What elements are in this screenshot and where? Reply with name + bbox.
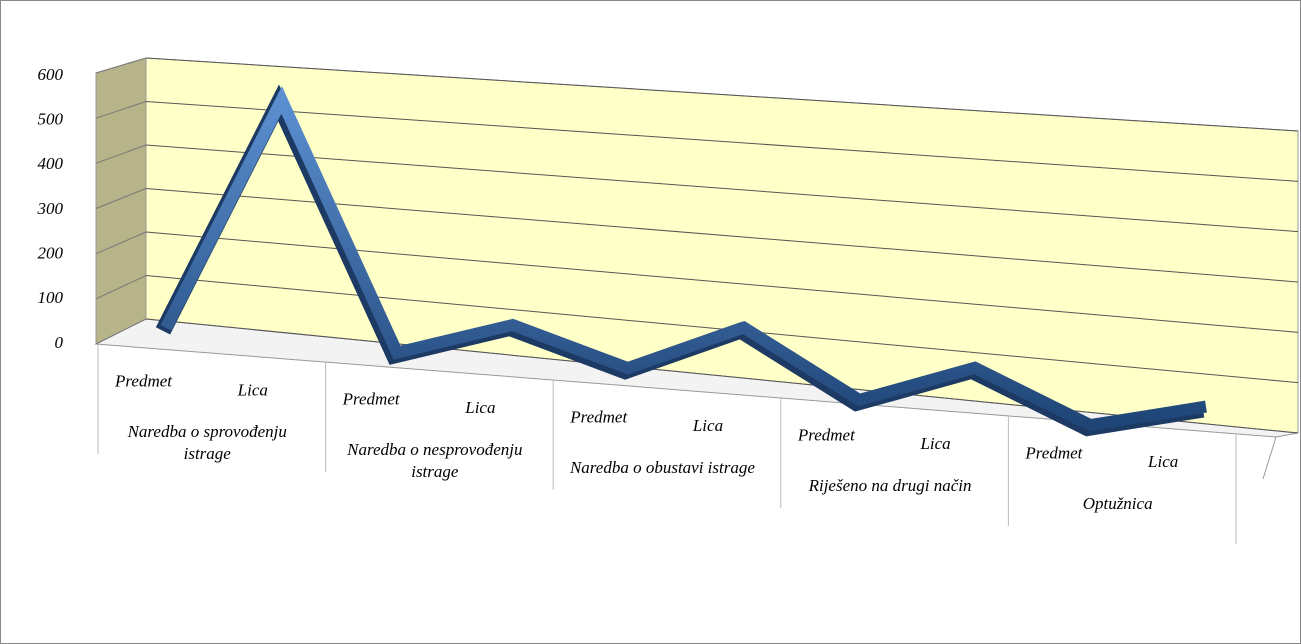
x-tick-label: Lica (1147, 452, 1178, 471)
x-tick-label: Lica (919, 434, 950, 453)
group-label: Naredba o nesprovođenju istrage (347, 439, 523, 481)
x-tick-label: Predmet (1024, 443, 1083, 462)
x-tick-label: Lica (464, 398, 495, 417)
y-tick-label: 200 (38, 244, 64, 263)
grid-line (145, 101, 1299, 182)
group-label: Optužnica (1082, 493, 1153, 513)
grid-line (145, 57, 1299, 132)
side-wall (95, 57, 147, 345)
side-grid-line (95, 318, 147, 345)
x-tick-label: Predmet (797, 425, 856, 444)
group-label: Riješeno na drugi način (808, 475, 972, 495)
group-label: Naredba o sprovođenju istrage (127, 421, 287, 463)
x-tick-label: Predmet (114, 372, 173, 391)
group-label: Naredba o obustavi istrage (569, 457, 755, 477)
x-tick-label: Lica (692, 416, 723, 435)
x-tick-label: Predmet (342, 390, 401, 409)
grid-line (145, 188, 1299, 283)
y-tick-label: 0 (55, 333, 64, 352)
grid-line (145, 144, 1299, 233)
y-tick-label: 400 (38, 154, 64, 173)
side-grid-line (95, 101, 147, 119)
side-grid-line (95, 275, 147, 300)
side-grid-line (95, 144, 147, 164)
floor-edge (1262, 436, 1277, 480)
y-tick-label: 300 (37, 199, 64, 218)
side-grid-line (95, 188, 147, 209)
side-grid-line (95, 57, 147, 74)
data-line (160, 86, 1207, 432)
y-tick-label: 500 (38, 110, 64, 129)
grid-line (145, 318, 1299, 434)
y-tick-label: 600 (38, 65, 64, 84)
y-tick-label: 100 (38, 288, 64, 307)
x-tick-label: Predmet (569, 408, 628, 427)
side-grid-line (95, 231, 147, 255)
x-tick-label: Lica (237, 380, 268, 399)
